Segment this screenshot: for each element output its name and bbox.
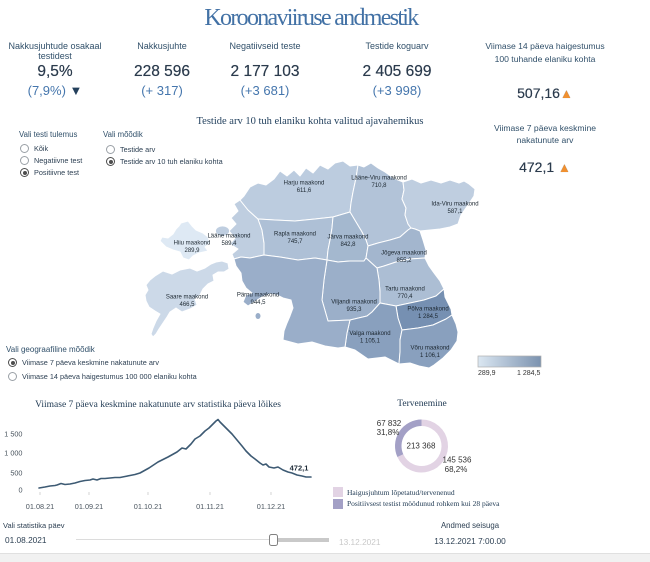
svg-text:500: 500 (10, 469, 22, 478)
svg-text:Pärnu maakond: Pärnu maakond (237, 293, 279, 299)
svg-text:1 500: 1 500 (4, 430, 22, 439)
svg-text:Lääne-Viru maakond: Lääne-Viru maakond (351, 176, 407, 182)
svg-text:1 284,5: 1 284,5 (418, 314, 439, 320)
svg-text:68,2%: 68,2% (445, 465, 468, 474)
svg-text:01.09.21: 01.09.21 (75, 502, 103, 511)
svg-text:710,8: 710,8 (371, 183, 387, 189)
svg-text:Põlva maakond: Põlva maakond (407, 307, 448, 313)
svg-text:213 368: 213 368 (407, 442, 436, 451)
svg-text:289,9: 289,9 (478, 370, 496, 377)
svg-text:Jõgeva maakond: Jõgeva maakond (381, 251, 427, 257)
svg-text:1 106,1: 1 106,1 (420, 353, 441, 359)
svg-text:611,6: 611,6 (297, 188, 312, 194)
svg-text:Järva maakond: Järva maakond (327, 235, 368, 241)
svg-text:01.12.21: 01.12.21 (257, 502, 285, 511)
svg-text:01.11.21: 01.11.21 (196, 502, 224, 511)
svg-text:289,9: 289,9 (184, 248, 200, 254)
svg-text:935,3: 935,3 (346, 307, 362, 313)
svg-text:944,5: 944,5 (250, 300, 266, 306)
svg-text:Saare maakond: Saare maakond (166, 295, 208, 301)
svg-text:Viljandi maakond: Viljandi maakond (331, 300, 377, 306)
svg-text:466,5: 466,5 (179, 302, 195, 308)
svg-text:145 536: 145 536 (443, 456, 472, 465)
svg-text:Lääne maakond: Lääne maakond (207, 234, 250, 240)
svg-text:589,4: 589,4 (221, 241, 237, 247)
svg-text:842,8: 842,8 (340, 242, 356, 248)
svg-text:31,8%: 31,8% (377, 428, 400, 437)
svg-text:Hiiu maakond: Hiiu maakond (174, 241, 211, 247)
svg-text:01.10.21: 01.10.21 (134, 502, 162, 511)
svg-text:Tartu maakond: Tartu maakond (385, 287, 425, 293)
svg-text:1 105,1: 1 105,1 (360, 339, 381, 345)
svg-text:Ida-Viru maakond: Ida-Viru maakond (431, 202, 478, 208)
svg-text:01.08.21: 01.08.21 (26, 502, 54, 511)
svg-text:1 000: 1 000 (4, 449, 22, 458)
svg-text:Harju maakond: Harju maakond (284, 181, 325, 187)
svg-text:Valga maakond: Valga maakond (349, 331, 390, 337)
svg-text:770,4: 770,4 (397, 294, 413, 300)
svg-text:855,2: 855,2 (396, 258, 412, 264)
svg-text:Rapla maakond: Rapla maakond (274, 232, 316, 238)
svg-text:745,7: 745,7 (287, 239, 303, 245)
svg-text:587,1: 587,1 (447, 209, 463, 215)
svg-text:1 284,5: 1 284,5 (517, 370, 540, 377)
svg-text:472,1: 472,1 (290, 464, 309, 473)
svg-text:Võru maakond: Võru maakond (410, 346, 449, 352)
svg-text:67 832: 67 832 (377, 419, 402, 428)
svg-text:0: 0 (18, 486, 22, 495)
